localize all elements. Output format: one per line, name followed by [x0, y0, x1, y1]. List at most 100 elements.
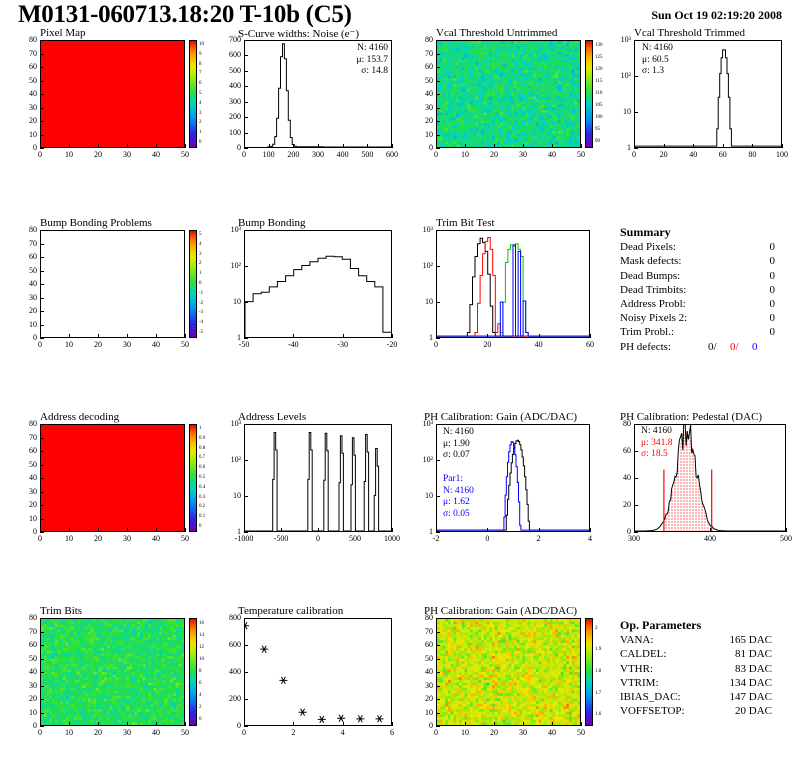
ph-defects-value-3: 0 [752, 340, 758, 353]
y-tick-label: 10 [29, 319, 37, 329]
panel-ph-gain-hist[interactable]: PH Calibration: Gain (ADC/DAC) N: 4160 μ… [410, 411, 600, 543]
y-tick-mark [244, 132, 248, 134]
x-tick-mark [156, 528, 157, 532]
y-tick-mark [436, 618, 440, 619]
colorbar-tick-label: 3 [199, 110, 202, 116]
pixel-map-plot[interactable] [40, 40, 185, 148]
trim-bit-test-plot[interactable] [436, 230, 590, 338]
x-tick-label: -30 [337, 340, 348, 349]
panel-bump-bonding-problems[interactable]: Bump Bonding Problems -5 -4 -3 -2 -1 0 1 2 3 4 5 0… [14, 217, 204, 349]
scurve-plot[interactable] [244, 40, 392, 148]
colorbar-tick-label: 6 [199, 681, 202, 686]
colorbar-tick-label: 110 [595, 91, 603, 96]
ph-pedestal-plot[interactable] [634, 424, 786, 532]
y-tick-mark [40, 685, 44, 687]
panel-bump-bonding[interactable]: Bump Bonding 1 10 10² 10³ -50 -40 -30 -20 [212, 217, 402, 349]
panel-ph-gain-map[interactable]: PH Calibration: Gain (ADC/DAC) 1.6 1.7 1.8… [410, 605, 601, 737]
y-tick-label: 30 [425, 102, 433, 112]
panel-temperature-calibration[interactable]: Temperature calibration 0 200 400 600 800 0 2 4… [212, 605, 402, 737]
panel-vcal-untrimmed[interactable]: Vcal Threshold Untrimmed 90 95 100 105 110 11… [410, 27, 603, 159]
y-tick-mark [40, 491, 44, 493]
x-tick-mark [523, 144, 524, 148]
ph-gain-map-plot[interactable] [436, 618, 581, 726]
x-tick-mark [318, 528, 319, 532]
x-tick-label: 30 [123, 340, 131, 349]
panel-address-decoding[interactable]: Address decoding 0 0.1 0.2 0.3 0.4 0.5 0.6 0.7 0… [14, 411, 206, 543]
op-parameter-row: VOFFSETOP: 20 DAC [620, 704, 772, 718]
panel-pixel-map[interactable]: Pixel Map 0 1 2 3 4 5 6 7 8 9 10 0 10 20 30 40 50 60 70 80… [14, 27, 204, 159]
y-tick-label: 50 [425, 75, 433, 85]
y-tick-label: 20 [29, 500, 37, 509]
op-parameters-heading: Op. Parameters [620, 618, 702, 632]
x-tick-mark [693, 144, 695, 148]
y-tick-mark [436, 121, 440, 122]
axes: 0 10 20 30 40 50 60 70 80 0 10 20 30 40 50 [410, 28, 600, 159]
y-tick-mark [244, 699, 248, 700]
y-tick-label: 20 [29, 306, 37, 315]
panel-ph-pedestal[interactable]: PH Calibration: Pedestal (DAC) N: 4160 μ… [608, 411, 796, 543]
x-tick-label: 50 [181, 150, 189, 159]
panel-trim-bit-test[interactable]: Trim Bit Test 1 10 10² 10³ 0 20 40 60 [410, 217, 600, 349]
summary-row: Dead Trimbits: 0 [620, 283, 775, 297]
vcal-untrimmed-plot[interactable] [436, 40, 581, 148]
colorbar-tick-label: 7 [199, 71, 202, 77]
x-tick-mark [40, 722, 41, 726]
y-tick-mark [40, 726, 44, 727]
y-tick-label: 10³ [620, 35, 631, 44]
colorbar-tick-label: -1 [199, 290, 204, 296]
temperature-plot[interactable] [244, 618, 392, 726]
colorbar-tick-label: 14 [199, 633, 204, 638]
y-tick-label: 80 [29, 613, 37, 622]
panel-vcal-trimmed[interactable]: Vcal Threshold Trimmed N: 4160 μ: 60.5 σ… [608, 27, 796, 159]
x-tick-mark [244, 144, 245, 148]
panel-scurve-widths[interactable]: S-Curve widths: Noise (e⁻) N: 4160 μ: 15… [212, 28, 402, 159]
summary-row: Noisy Pixels 2: 0 [620, 311, 775, 325]
y-tick-mark [244, 726, 248, 727]
y-tick-label: 10² [422, 261, 433, 270]
stat-par1-sigma: σ: 0.05 [443, 508, 470, 519]
address-levels-plot[interactable] [244, 424, 392, 532]
summary-row-value: 0 [769, 255, 776, 268]
address-decoding-plot[interactable] [40, 424, 185, 532]
y-tick-label: 1 [627, 143, 631, 152]
y-tick-label: 10 [29, 707, 37, 717]
x-tick-label: 20 [94, 150, 102, 159]
vcal-trimmed-plot[interactable] [634, 40, 782, 148]
x-tick-mark [293, 144, 295, 148]
bump-bonding-plot[interactable] [244, 230, 392, 338]
panel-trim-bits[interactable]: Trim Bits 0 2 4 6 8 10 12 14 16 0 10 20 30 40 50 60 70 8… [14, 605, 204, 737]
y-tick-label: 30 [29, 486, 37, 496]
y-tick-mark [436, 699, 440, 700]
y-tick-label: 0 [33, 721, 37, 730]
y-tick-mark [40, 712, 44, 714]
summary-row-value: 0 [769, 283, 776, 296]
y-tick-mark [244, 86, 248, 88]
axes: 0 10 20 30 40 50 60 70 80 0 10 20 30 40 50 [14, 28, 204, 159]
axes: 0 200 400 600 800 0 2 4 6 [212, 606, 402, 737]
summary-row-label: Dead Trimbits: [620, 283, 687, 296]
colorbar-tick-label: 9 [199, 51, 202, 57]
x-tick-label: 400 [704, 534, 716, 543]
panel-address-levels[interactable]: Address Levels 1 10 10² 10³ -1000 -500 0 500 100… [212, 411, 402, 543]
x-tick-label: 300 [312, 150, 324, 159]
x-tick-mark [436, 722, 437, 726]
trim-bits-plot[interactable] [40, 618, 185, 726]
y-tick-mark [40, 107, 44, 109]
colorbar-ticks: 0 2 4 6 8 10 12 14 16 [199, 618, 217, 726]
colorbar-vcal-untrimmed [585, 40, 593, 148]
x-tick-mark [436, 144, 437, 148]
colorbar-tick-label: 5 [199, 91, 202, 96]
ph-gain-hist-plot[interactable] [436, 424, 590, 532]
ph-gain-stats: N: 4160 μ: 1.90 σ: 0.07 [443, 427, 503, 462]
panel-title: Address decoding [40, 411, 120, 423]
y-tick-label: 10³ [422, 225, 433, 234]
colorbar-tick-label: 100 [595, 115, 603, 120]
x-tick-label: 1000 [384, 534, 400, 543]
x-tick-label: 0 [38, 340, 42, 349]
x-tick-mark [244, 334, 245, 338]
colorbar-tick-label: 0.1 [199, 514, 206, 520]
y-tick-mark [40, 437, 44, 439]
y-tick-label: 200 [229, 694, 241, 703]
x-tick-label: 0 [434, 150, 438, 159]
y-tick-mark [40, 505, 44, 506]
